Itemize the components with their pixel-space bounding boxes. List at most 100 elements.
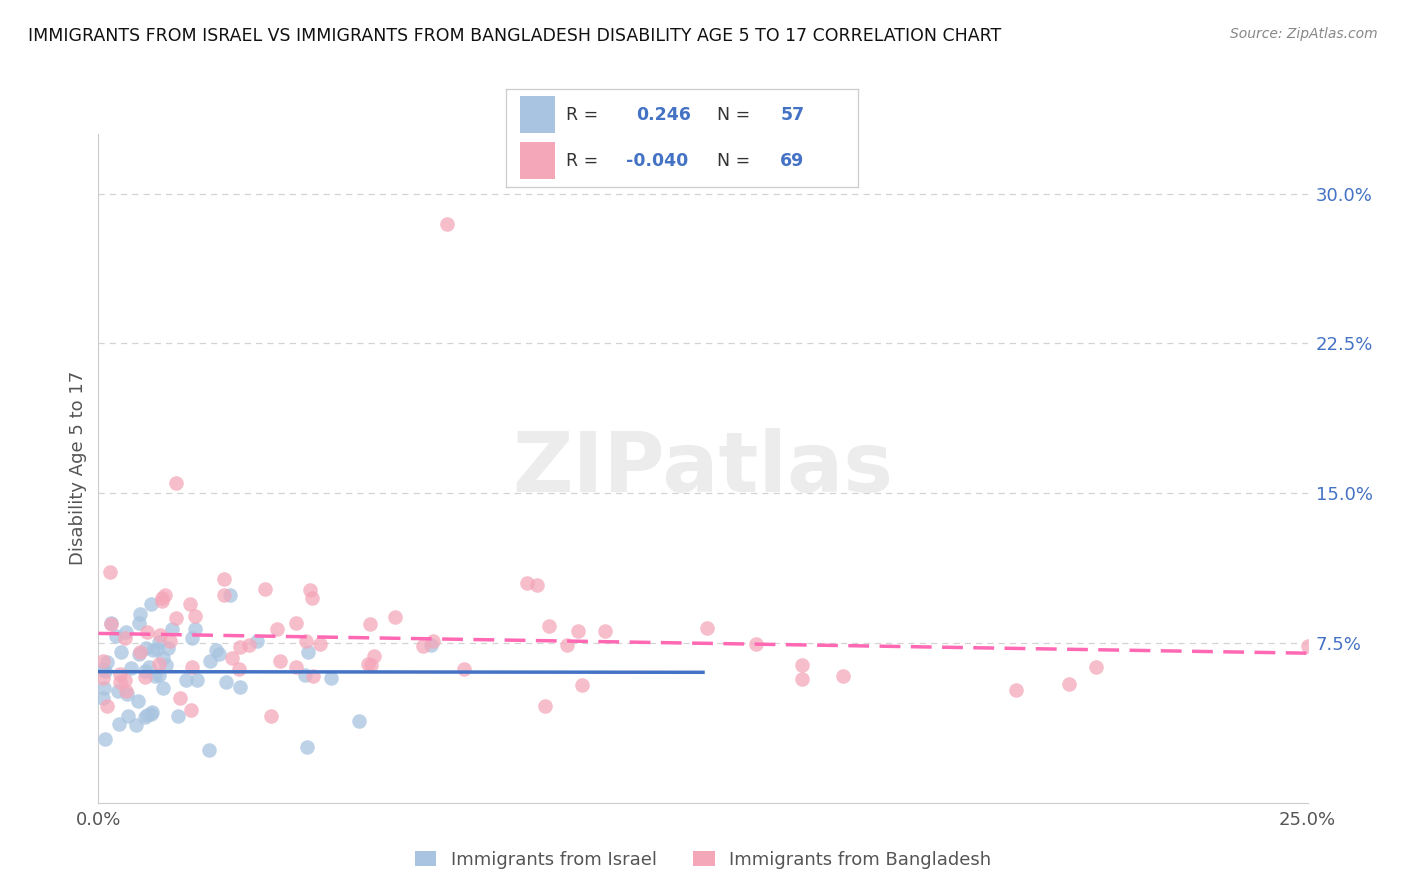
Point xyxy=(174,673,197,687)
Point xyxy=(571,678,593,692)
Point xyxy=(321,671,343,685)
Point xyxy=(299,583,322,598)
Point xyxy=(108,667,131,681)
Legend: Immigrants from Israel, Immigrants from Bangladesh: Immigrants from Israel, Immigrants from … xyxy=(409,846,997,874)
Point xyxy=(110,674,132,689)
Point xyxy=(153,588,176,602)
Point xyxy=(128,645,150,659)
Point xyxy=(143,669,166,683)
Point xyxy=(159,633,181,648)
Point xyxy=(141,705,163,719)
Point xyxy=(150,591,173,605)
Point xyxy=(134,664,156,678)
Point xyxy=(436,217,458,231)
Point xyxy=(357,657,380,672)
Point xyxy=(107,683,129,698)
Point xyxy=(181,660,204,674)
Point xyxy=(96,698,118,713)
Point xyxy=(142,643,165,657)
Point xyxy=(221,651,243,665)
Point xyxy=(744,636,766,650)
Point xyxy=(349,714,371,728)
Y-axis label: Disability Age 5 to 17: Disability Age 5 to 17 xyxy=(69,371,87,566)
Point xyxy=(91,662,114,676)
Point xyxy=(246,634,269,648)
Point xyxy=(98,565,121,579)
Point xyxy=(219,588,242,602)
Point xyxy=(134,710,156,724)
Point xyxy=(100,616,122,631)
Point xyxy=(139,707,162,722)
Point xyxy=(384,609,406,624)
Point xyxy=(152,651,174,665)
Point xyxy=(162,623,184,637)
Point xyxy=(148,657,170,671)
Point xyxy=(208,647,231,661)
Point xyxy=(1084,660,1107,674)
Text: R =: R = xyxy=(565,152,598,169)
Point xyxy=(114,673,136,688)
Point xyxy=(516,576,538,591)
Point xyxy=(148,635,170,649)
Point xyxy=(135,708,157,723)
Point xyxy=(169,691,191,706)
Text: N =: N = xyxy=(717,106,751,124)
Point xyxy=(200,655,222,669)
Point xyxy=(115,687,138,701)
Point xyxy=(129,607,152,621)
Point xyxy=(93,681,115,696)
Point xyxy=(94,665,117,679)
Point xyxy=(534,698,557,713)
Point xyxy=(1005,682,1028,697)
Point xyxy=(183,622,205,636)
Point xyxy=(567,624,589,638)
Point xyxy=(184,609,207,624)
Point xyxy=(832,669,855,683)
Point xyxy=(453,662,475,676)
Point xyxy=(412,639,434,653)
Point xyxy=(215,674,238,689)
Point xyxy=(108,716,131,731)
Point xyxy=(285,659,308,673)
Point xyxy=(148,668,170,682)
Point xyxy=(214,588,236,602)
Point xyxy=(135,641,157,656)
Point xyxy=(138,660,160,674)
Point xyxy=(214,572,236,586)
Text: Source: ZipAtlas.com: Source: ZipAtlas.com xyxy=(1230,27,1378,41)
Point xyxy=(94,731,117,746)
Point xyxy=(110,645,132,659)
Text: R =: R = xyxy=(565,106,598,124)
Point xyxy=(165,476,187,491)
Point xyxy=(422,633,444,648)
Point xyxy=(537,619,560,633)
Point xyxy=(91,654,114,668)
Point xyxy=(128,615,150,630)
Point xyxy=(180,703,202,717)
Point xyxy=(260,709,283,723)
Point xyxy=(136,624,159,639)
Point xyxy=(127,694,149,708)
Point xyxy=(114,684,136,698)
Point xyxy=(91,690,114,705)
Text: N =: N = xyxy=(717,152,751,169)
Point xyxy=(790,673,813,687)
Point xyxy=(526,578,548,592)
Point xyxy=(229,680,252,694)
Point xyxy=(104,629,127,643)
Point xyxy=(167,709,190,723)
Point xyxy=(128,647,150,661)
Point xyxy=(198,743,221,757)
Point xyxy=(360,658,382,673)
Point xyxy=(165,611,187,625)
Point xyxy=(297,645,319,659)
Point xyxy=(91,671,114,685)
Point xyxy=(146,642,169,657)
Point xyxy=(696,621,718,635)
Point xyxy=(114,632,136,646)
Point xyxy=(238,639,260,653)
Point xyxy=(152,681,174,695)
Point xyxy=(186,673,208,687)
Bar xyxy=(520,96,555,133)
Point xyxy=(301,591,323,606)
